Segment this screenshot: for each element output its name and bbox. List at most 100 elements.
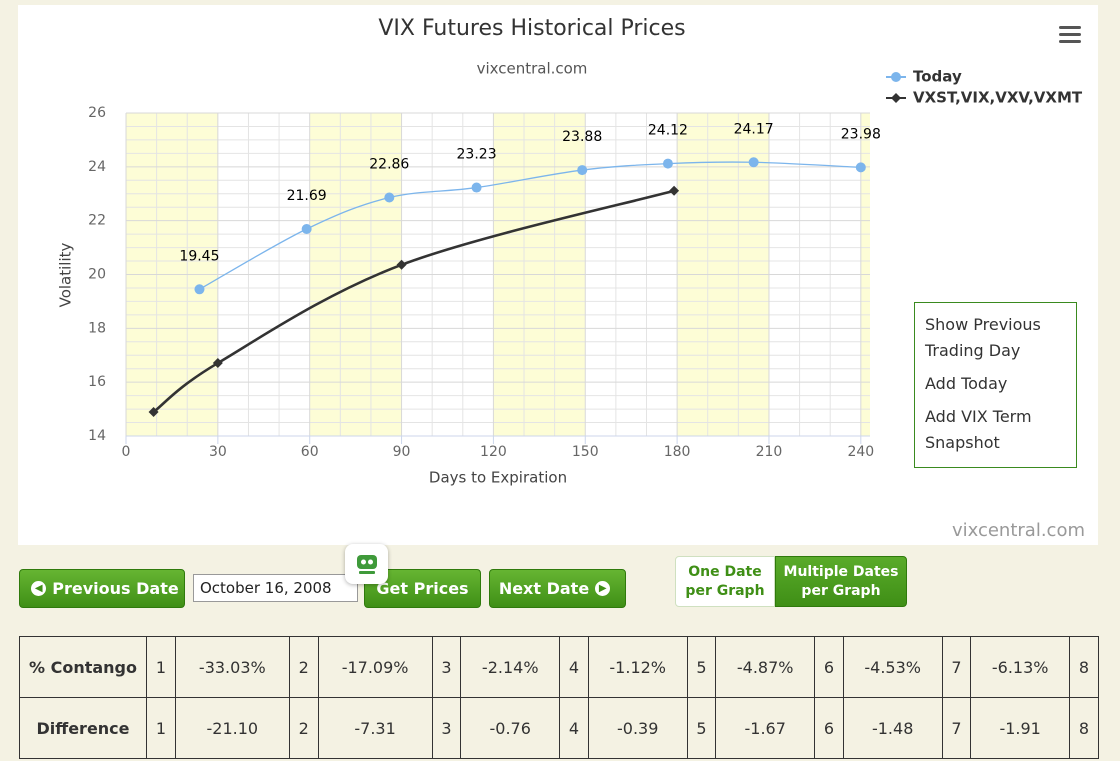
data-label: 23.88 [562,129,602,145]
table-cell: 3 [431,636,462,698]
data-label: 19.45 [179,248,219,264]
table-cell: 5 [686,636,717,698]
table-cell: 6 [814,636,844,698]
arrow-icon: ▶ [595,581,611,596]
x-axis-label: Days to Expiration [429,469,567,487]
point [212,358,223,369]
x-tick-label: 30 [209,444,227,460]
chart-title: VIX Futures Historical Prices [378,16,685,41]
table-cell: -4.87% [715,636,816,698]
menu-item[interactable]: Add VIX Term Snapshot [925,407,1032,452]
credits: vixcentral.com [952,520,1085,541]
table-cell: 1 [146,636,176,698]
data-label: 21.69 [287,188,327,204]
table-cell: 8 [1068,697,1100,759]
table-cell: -1.12% [587,636,688,698]
arrow-icon: ◀ [31,581,47,596]
y-tick-label: 16 [88,374,106,390]
table-cell: -4.53% [842,636,943,698]
table-row: Difference 1 -21.10 2 -7.31 3 -0.76 4 -0.39 5 -1.6… [19,697,1100,759]
one-date-toggle[interactable]: One Date per Graph [675,556,775,607]
table-cell: -0.76 [460,697,561,759]
y-tick-label: 22 [88,213,106,229]
table-cell: -1.48 [842,697,943,759]
x-tick-label: 60 [301,444,319,460]
table-cell: 2 [288,636,319,698]
table-cell: 7 [941,636,972,698]
table-cell: 7 [941,697,972,759]
table-cell: -21.10 [174,697,290,759]
table-row: % Contango 1 -33.03% 2 -17.09% 3 -2.14% 4 -1.12%… [19,636,1100,698]
menu-item[interactable]: Add Today [925,374,1008,393]
point [577,165,588,176]
point [855,162,866,173]
contango-table: % Contango 1 -33.03% 2 -17.09% 3 -2.14% 4 -1.12%… [19,636,1100,759]
y-axis-label: Volatility [57,242,75,307]
y-tick-label: 26 [88,105,106,121]
y-tick-label: 20 [88,267,106,283]
data-label: 24.17 [734,121,774,137]
point [669,185,680,196]
point [662,158,673,169]
multiple-dates-toggle[interactable]: Multiple Dates per Graph [775,556,907,607]
chart-subtitle: vixcentral.com [477,60,588,78]
data-label: 22.86 [369,157,409,173]
point [148,407,159,418]
x-tick-label: 90 [393,444,411,460]
toggle-label: One Date per Graph [685,563,765,599]
date-input[interactable]: October 16, 2008 [193,574,358,602]
row-header: % Contango [19,636,147,698]
table-cell: 4 [559,636,589,698]
button-label: Next Date [498,579,590,598]
point [471,182,482,193]
point [301,224,312,235]
table-cell: -1.91 [970,697,1070,759]
next-date-button[interactable]: Next Date ▶ [489,569,626,608]
table-cell: 3 [431,697,462,759]
toggle-label: Multiple Dates per Graph [783,563,899,599]
data-label: 24.12 [648,123,688,139]
y-tick-label: 14 [88,428,106,444]
table-cell: -7.31 [317,697,433,759]
data-label: 23.98 [841,126,881,142]
y-tick-label: 18 [88,320,106,336]
table-cell: -2.14% [460,636,561,698]
series-line [152,189,675,414]
context-menu: Show Previous Trading Day Add Today Add … [914,302,1077,468]
get-prices-button[interactable]: Get Prices [364,569,481,608]
table-cell: 2 [288,697,319,759]
x-tick-label: 120 [480,444,507,460]
menu-icon[interactable] [1059,26,1081,43]
y-tick-label: 24 [88,159,106,175]
x-tick-label: 0 [122,444,131,460]
table-cell: -1.67 [715,697,816,759]
x-tick-label: 210 [756,444,783,460]
point [396,259,407,270]
table-cell: 4 [559,697,589,759]
table-cell: -0.39 [587,697,688,759]
row-header: Difference [19,697,147,759]
table-cell: -6.13% [970,636,1070,698]
menu-item[interactable]: Show Previous Trading Day [925,315,1041,360]
table-cell: -33.03% [174,636,290,698]
x-tick-label: 180 [664,444,691,460]
chart: 14 16 18 20 22 24 26 0 30 60 90 120 150 180 210 240 19.4… [18,5,1098,545]
point [194,284,205,295]
legend-marker [891,93,901,103]
table-cell: -17.09% [317,636,433,698]
legend-item: Today [913,68,962,86]
table-cell: 1 [146,697,176,759]
robot-icon [356,555,377,574]
point [384,192,395,203]
point [748,157,759,168]
x-tick-label: 150 [572,444,599,460]
robot-badge[interactable] [345,544,388,584]
table-cell: 5 [686,697,717,759]
plot-area: 14 16 18 20 22 24 26 0 30 60 90 120 150 180 210 240 19.4… [88,105,881,460]
button-label: Get Prices [376,579,469,598]
legend-item: VXST,VIX,VXV,VXMT [913,89,1083,107]
previous-date-button[interactable]: ◀ Previous Date [19,569,185,608]
button-label: Previous Date [52,579,179,598]
